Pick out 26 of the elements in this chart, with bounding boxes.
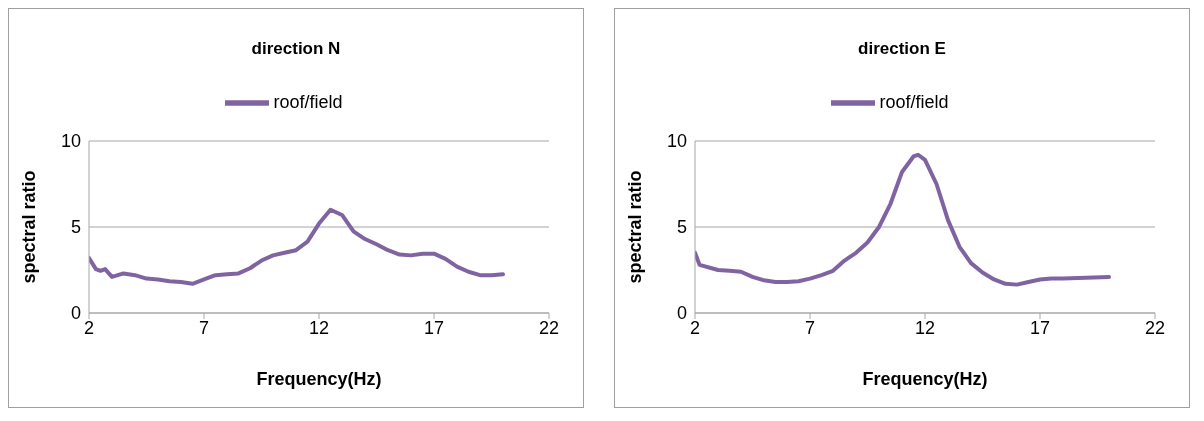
chart-title: direction E [857,39,947,60]
y-axis-title: spectral ratio [625,170,646,284]
x-axis-title: Frequency(Hz) [256,369,382,389]
x-tick-label: 22 [538,317,560,338]
y-tick-label: 5 [70,217,81,238]
y-tick-label: 10 [666,131,687,152]
legend-label: roof/field [879,91,949,112]
line-series [695,152,1111,287]
y-tick-label: 0 [676,303,687,324]
x-tick-label: 2 [689,317,701,338]
x-tick-label: 2 [83,317,95,338]
x-tick-label: 17 [1029,317,1051,338]
x-axis-title: Frequency(Hz) [862,369,988,389]
y-tick-label: 0 [70,303,81,324]
legend-label: roof/field [273,91,343,112]
chart-title: direction N [250,39,342,60]
y-axis-title: spectral ratio [19,170,40,284]
x-tick-label: 12 [308,317,330,338]
x-tick-label: 12 [914,317,936,338]
line-series [89,207,505,286]
y-tick-label: 10 [60,131,81,152]
x-tick-label: 7 [198,317,210,338]
y-tick-label: 5 [676,217,687,238]
x-tick-label: 22 [1144,317,1166,338]
x-tick-label: 7 [804,317,816,338]
x-tick-label: 17 [423,317,445,338]
